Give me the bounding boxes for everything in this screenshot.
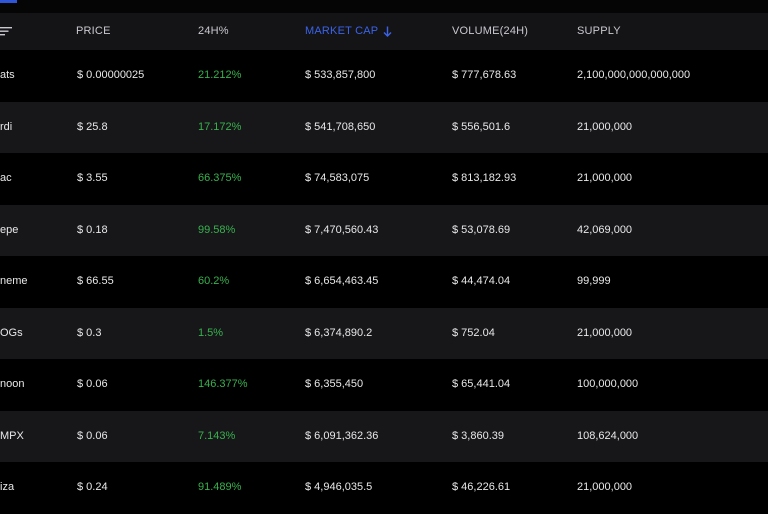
token-24h-change: 17.172% (198, 120, 242, 133)
table-header: PRICE 24H% MARKET CAP VOLUME(24H) SUPPLY (0, 13, 768, 51)
table-row[interactable]: epe $ 0.18 99.58% $ 7,470,560.43 $ 53,07… (0, 204, 768, 256)
token-volume: $ 777,678.63 (452, 69, 517, 81)
token-supply: 21,000,000 (577, 326, 633, 339)
token-supply: 21,000,000 (577, 481, 633, 493)
column-header-supply[interactable]: SUPPLY (577, 25, 621, 37)
token-market-cap: $ 541,708,650 (305, 120, 376, 133)
token-name[interactable]: OGs (0, 326, 23, 339)
column-header-volume[interactable]: VOLUME(24H) (452, 25, 529, 37)
token-volume: $ 556,501.6 (452, 120, 511, 133)
token-supply: 100,000,000 (577, 378, 639, 390)
table-row[interactable]: ac $ 3.55 66.375% $ 74,583,075 $ 813,182… (0, 153, 768, 205)
token-price: $ 0.06 (77, 378, 108, 390)
token-supply: 42,069,000 (577, 223, 633, 236)
token-name[interactable]: ac (0, 172, 12, 184)
column-header-24h-change[interactable]: 24H% (198, 25, 229, 37)
token-market-cap: $ 6,654,463.45 (305, 275, 379, 287)
token-price: $ 3.55 (77, 172, 108, 184)
table-row[interactable]: iza $ 0.24 91.489% $ 4,946,035.5 $ 46,22… (0, 462, 768, 514)
token-volume: $ 65,441.04 (452, 378, 511, 390)
token-name[interactable]: iza (0, 481, 15, 493)
token-name[interactable]: MPX (0, 429, 24, 442)
token-market-cap: $ 533,857,800 (305, 69, 376, 81)
token-price: $ 0.24 (77, 481, 108, 493)
token-24h-change: 21.212% (198, 69, 242, 81)
table-row[interactable]: OGs $ 0.3 1.5% $ 6,374,890.2 $ 752.04 21… (0, 307, 768, 359)
token-table-body: ats $ 0.00000025 21.212% $ 533,857,800 $… (0, 50, 768, 514)
column-header-market-cap[interactable]: MARKET CAP (305, 13, 392, 50)
table-row[interactable]: rdi $ 25.8 17.172% $ 541,708,650 $ 556,5… (0, 101, 768, 153)
token-24h-change: 99.58% (198, 223, 236, 236)
token-price: $ 0.18 (77, 223, 108, 236)
token-price: $ 0.3 (77, 326, 102, 339)
token-price: $ 0.00000025 (77, 69, 145, 81)
token-volume: $ 813,182.93 (452, 172, 517, 184)
column-header-price[interactable]: PRICE (76, 25, 111, 37)
token-volume: $ 44,474.04 (452, 275, 511, 287)
token-24h-change: 91.489% (198, 481, 242, 493)
token-name[interactable]: rdi (0, 120, 13, 133)
table-row[interactable]: ats $ 0.00000025 21.212% $ 533,857,800 $… (0, 50, 768, 102)
token-price: $ 0.06 (77, 429, 108, 442)
table-row[interactable]: MPX $ 0.06 7.143% $ 6,091,362.36 $ 3,860… (0, 410, 768, 462)
token-volume: $ 752.04 (452, 326, 495, 339)
token-name[interactable]: neme (0, 275, 28, 287)
token-name[interactable]: noon (0, 378, 25, 390)
token-volume: $ 3,860.39 (452, 429, 504, 442)
token-price: $ 25.8 (77, 120, 108, 133)
token-volume: $ 53,078.69 (452, 223, 511, 236)
top-strip (0, 0, 768, 13)
token-supply: 2,100,000,000,000,000 (577, 69, 691, 81)
token-supply: 99,999 (577, 275, 611, 287)
token-24h-change: 60.2% (198, 275, 230, 287)
sort-descending-icon (383, 26, 392, 37)
token-market-cap: $ 6,355,450 (305, 378, 364, 390)
token-market-cap: $ 7,470,560.43 (305, 223, 379, 236)
token-24h-change: 7.143% (198, 429, 236, 442)
token-24h-change: 1.5% (198, 326, 224, 339)
token-24h-change: 66.375% (198, 172, 242, 184)
token-supply: 21,000,000 (577, 172, 633, 184)
token-24h-change: 146.377% (198, 378, 248, 390)
token-volume: $ 46,226.61 (452, 481, 511, 493)
filter-icon[interactable] (0, 26, 12, 36)
token-market-cap: $ 6,374,890.2 (305, 326, 373, 339)
token-supply: 108,624,000 (577, 429, 639, 442)
token-market-cap: $ 74,583,075 (305, 172, 370, 184)
token-name[interactable]: epe (0, 223, 19, 236)
column-header-market-cap-label: MARKET CAP (305, 25, 379, 37)
token-supply: 21,000,000 (577, 120, 633, 133)
table-row[interactable]: noon $ 0.06 146.377% $ 6,355,450 $ 65,44… (0, 359, 768, 411)
active-tab-indicator (0, 0, 17, 3)
token-market-cap: $ 4,946,035.5 (305, 481, 373, 493)
token-market-cap: $ 6,091,362.36 (305, 429, 379, 442)
token-name[interactable]: ats (0, 69, 15, 81)
table-row[interactable]: neme $ 66.55 60.2% $ 6,654,463.45 $ 44,4… (0, 256, 768, 308)
token-price: $ 66.55 (77, 275, 114, 287)
